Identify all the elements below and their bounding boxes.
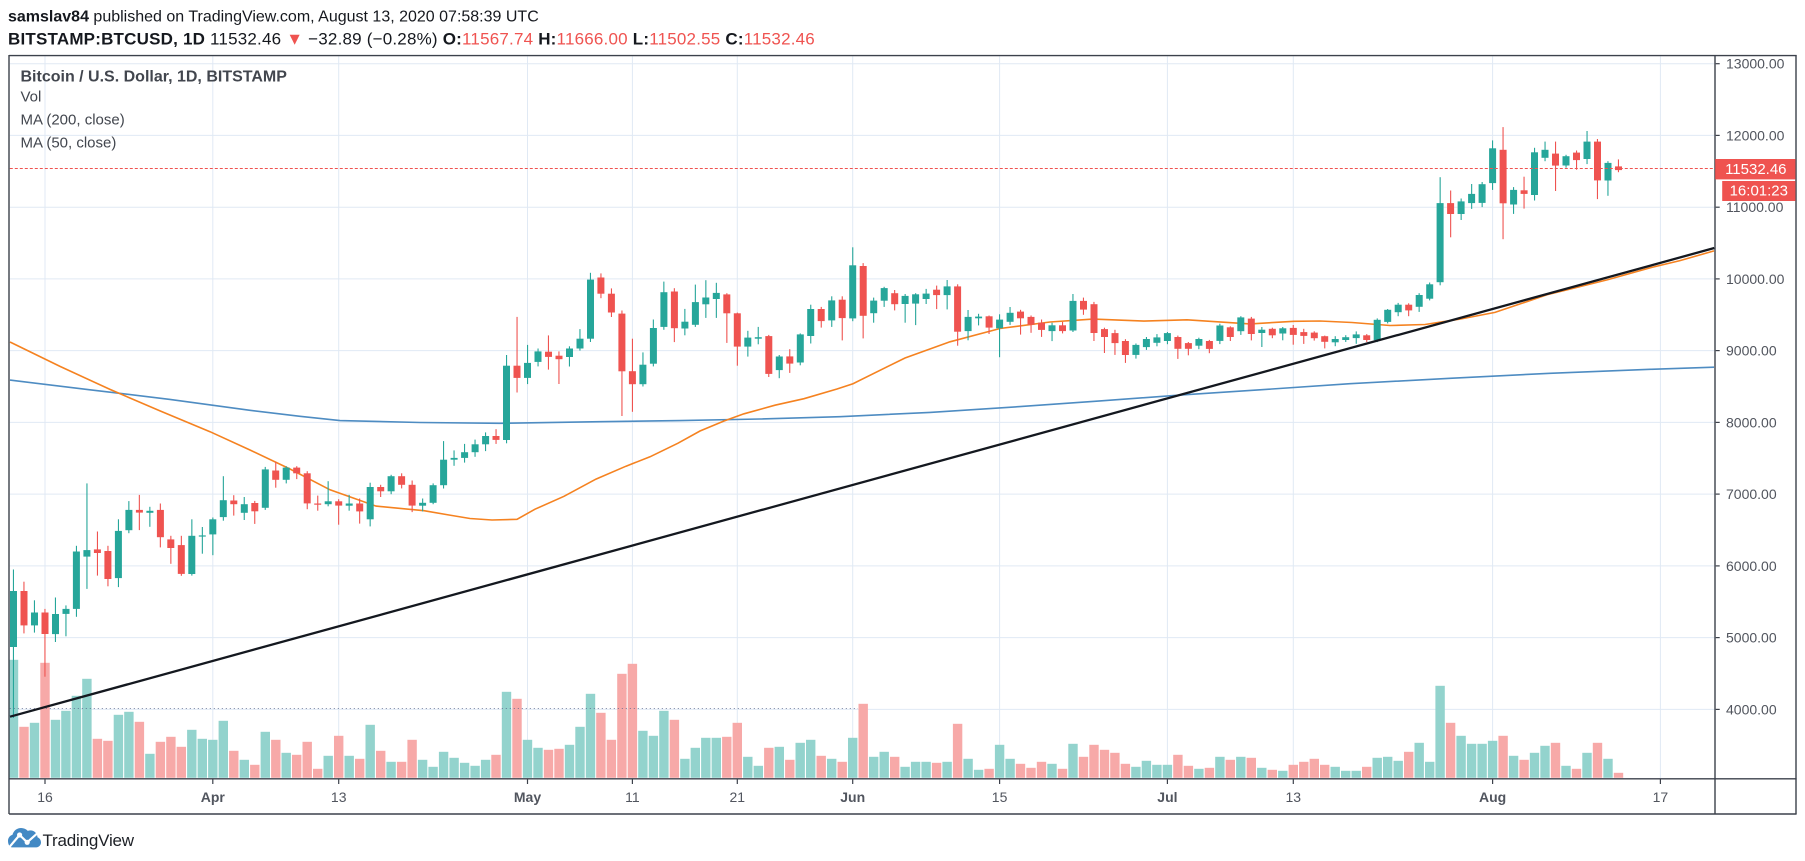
svg-text:TradingView: TradingView (43, 831, 135, 850)
svg-text:15: 15 (992, 789, 1008, 805)
svg-text:samslav84 published on Trading: samslav84 published on TradingView.com, … (8, 9, 539, 26)
svg-text:Aug: Aug (1479, 789, 1506, 805)
svg-text:BITSTAMP:BTCUSD, 1D 11532.46 ▼: BITSTAMP:BTCUSD, 1D 11532.46 ▼ −32.89 (−… (8, 30, 815, 49)
svg-text:13: 13 (331, 789, 347, 805)
svg-text:13: 13 (1286, 789, 1302, 805)
svg-text:11: 11 (625, 789, 640, 805)
svg-text:Jul: Jul (1157, 789, 1177, 805)
svg-text:Bitcoin / U.S. Dollar, 1D, BIT: Bitcoin / U.S. Dollar, 1D, BITSTAMP (21, 69, 288, 86)
svg-text:13000.00: 13000.00 (1726, 56, 1785, 72)
svg-text:MA (50, close): MA (50, close) (21, 135, 117, 152)
svg-text:16: 16 (37, 789, 53, 805)
svg-text:11000.00: 11000.00 (1726, 199, 1784, 215)
svg-text:4000.00: 4000.00 (1726, 701, 1777, 717)
svg-text:8000.00: 8000.00 (1726, 414, 1777, 430)
svg-text:10000.00: 10000.00 (1726, 271, 1785, 287)
svg-text:Jun: Jun (840, 789, 865, 805)
svg-text:16:01:23: 16:01:23 (1730, 183, 1788, 200)
svg-text:12000.00: 12000.00 (1726, 127, 1785, 143)
svg-text:Vol: Vol (21, 89, 42, 106)
svg-text:21: 21 (730, 789, 746, 805)
svg-text:11532.46: 11532.46 (1725, 161, 1786, 178)
svg-text:Apr: Apr (201, 789, 226, 805)
svg-text:6000.00: 6000.00 (1726, 558, 1777, 574)
svg-text:May: May (514, 789, 541, 805)
svg-text:5000.00: 5000.00 (1726, 630, 1777, 646)
svg-text:MA (200, close): MA (200, close) (21, 112, 125, 129)
svg-text:17: 17 (1653, 789, 1669, 805)
svg-text:7000.00: 7000.00 (1726, 486, 1777, 502)
svg-text:9000.00: 9000.00 (1726, 343, 1777, 359)
